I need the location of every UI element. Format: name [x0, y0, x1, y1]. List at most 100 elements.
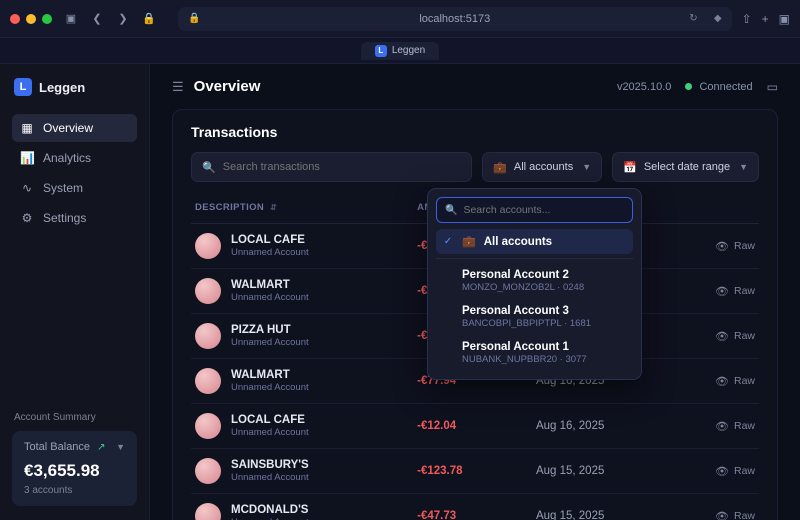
app-tab-label: Leggen [392, 45, 425, 56]
account-option-label: All accounts [484, 236, 552, 248]
close-icon[interactable] [10, 14, 20, 24]
tabs-overview-icon[interactable]: ▣ [779, 12, 790, 26]
view-raw-button[interactable]: 👁 Raw [675, 420, 755, 433]
account-option-all[interactable]: ✓ 💼 All accounts [436, 229, 633, 254]
maximize-icon[interactable] [42, 14, 52, 24]
tx-amount: -€47.73 [413, 494, 532, 520]
account-option-detail: BANCOBPI_BBPIPTPL · 1681 [462, 318, 627, 329]
sidebar-item-settings[interactable]: ⚙ Settings [12, 204, 137, 232]
eye-icon: 👁 [715, 375, 729, 388]
version-label: v2025.10.0 [617, 81, 671, 93]
pulse-icon: ∿ [20, 181, 34, 195]
minimize-icon[interactable] [26, 14, 36, 24]
view-raw-button[interactable]: 👁 Raw [675, 510, 755, 520]
page-title: Overview [194, 78, 261, 95]
view-raw-button[interactable]: 👁 Raw [675, 330, 755, 343]
account-option-1[interactable]: Personal Account 1 NUBANK_NUPBBR20 · 307… [436, 335, 633, 371]
account-option-name: Personal Account 2 [462, 269, 627, 281]
date-range-dropdown[interactable]: 📅 Select date range ▼ [612, 152, 759, 182]
refresh-icon[interactable]: ↻ [689, 13, 697, 24]
transactions-panel: Transactions 🔍 💼 All accounts ▼ 📅 Select… [172, 109, 778, 520]
col-description[interactable]: DESCRIPTION ⇵ [191, 196, 413, 224]
merchant-avatar [195, 323, 221, 349]
merchant-avatar [195, 503, 221, 520]
nav-forward-icon[interactable]: ❯ [114, 10, 132, 28]
account-option-name: Personal Account 1 [462, 341, 627, 353]
accounts-filter-dropdown[interactable]: 💼 All accounts ▼ [482, 152, 602, 182]
account-option-detail: NUBANK_NUPBBR20 · 3077 [462, 354, 627, 365]
search-transactions-wrap[interactable]: 🔍 [191, 152, 472, 182]
sidebar-collapse-icon[interactable]: ☰ [172, 79, 184, 95]
account-sub-label: Unnamed Account [231, 337, 309, 348]
add-tab-icon[interactable]: + [762, 12, 769, 26]
view-raw-button[interactable]: 👁 Raw [675, 285, 755, 298]
merchant-name: WALMART [231, 279, 309, 291]
sidebar-item-system[interactable]: ∿ System [12, 174, 137, 202]
connected-dot-icon [685, 83, 692, 90]
shield-icon[interactable]: 🔒 [140, 10, 158, 28]
account-summary-box[interactable]: Total Balance ↗ ▼ €3,655.98 3 accounts [12, 431, 137, 506]
accounts-search-wrap[interactable]: 🔍 [436, 197, 633, 223]
connection-status-label: Connected [699, 81, 752, 93]
sidebar-item-overview[interactable]: ▦ Overview [12, 114, 137, 142]
sidebar-brand-label: Leggen [39, 80, 85, 95]
account-sub-label: Unnamed Account [231, 292, 309, 303]
merchant-avatar [195, 413, 221, 439]
account-sub-label: Unnamed Account [231, 472, 309, 483]
url-text[interactable]: localhost:5173 [419, 13, 490, 25]
grid-icon: ▦ [20, 121, 34, 135]
merchant-avatar [195, 233, 221, 259]
share-icon[interactable]: ⇧ [742, 12, 752, 26]
search-icon: 🔍 [202, 161, 216, 174]
check-icon: ✓ [442, 236, 454, 247]
merchant-name: LOCAL CAFE [231, 234, 309, 246]
sort-icon: ⇵ [270, 203, 277, 212]
calendar-icon: 📅 [623, 161, 637, 174]
url-bar[interactable]: 🔒 localhost:5173 ↻ ◆ [178, 7, 732, 31]
table-row[interactable]: SAINSBURY'S Unnamed Account -€123.78 Aug… [191, 449, 759, 494]
total-balance-value: €3,655.98 [24, 461, 125, 481]
view-raw-button[interactable]: 👁 Raw [675, 375, 755, 388]
chevron-down-icon[interactable]: ▼ [116, 442, 125, 452]
toolbar-row: 🔍 💼 All accounts ▼ 📅 Select date range ▼… [191, 152, 759, 182]
merchant-avatar [195, 278, 221, 304]
tx-date: Aug 15, 2025 [532, 449, 671, 494]
merchant-name: PIZZA HUT [231, 324, 309, 336]
table-row[interactable]: LOCAL CAFE Unnamed Account -€12.04 Aug 1… [191, 404, 759, 449]
window-settings-icon[interactable]: ▭ [767, 80, 778, 94]
sidebar-item-analytics[interactable]: 📊 Analytics [12, 144, 137, 172]
view-raw-button[interactable]: 👁 Raw [675, 240, 755, 253]
accounts-popover[interactable]: 🔍 ✓ 💼 All accounts Personal Account 2 MO… [427, 188, 642, 380]
eye-icon: 👁 [715, 330, 729, 343]
merchant-name: LOCAL CAFE [231, 414, 309, 426]
sidebar: L Leggen ▦ Overview 📊 Analytics ∿ System… [0, 64, 150, 520]
sidebar-toggle-icon[interactable]: ▣ [62, 10, 80, 28]
account-option-2[interactable]: Personal Account 2 MONZO_MONZOB2L · 0248 [436, 263, 633, 299]
nav-back-icon[interactable]: ❮ [88, 10, 106, 28]
tx-date: Aug 15, 2025 [532, 494, 671, 520]
account-summary-title: Account Summary [12, 412, 137, 423]
sidebar-nav: ▦ Overview 📊 Analytics ∿ System ⚙ Settin… [12, 114, 137, 232]
search-transactions-input[interactable] [223, 161, 462, 173]
sidebar-item-label: Analytics [43, 151, 91, 165]
app-tab-leggen[interactable]: L Leggen [361, 42, 439, 60]
wallet-icon: 💼 [493, 161, 507, 174]
account-sub-label: Unnamed Account [231, 247, 309, 258]
chevron-down-icon: ▼ [739, 162, 748, 172]
page-header: ☰ Overview v2025.10.0 Connected ▭ [172, 78, 778, 95]
account-summary-row: Total Balance ↗ ▼ [24, 441, 125, 453]
account-option-3[interactable]: Personal Account 3 BANCOBPI_BBPIPTPL · 1… [436, 299, 633, 335]
main-content: ☰ Overview v2025.10.0 Connected ▭ Transa… [150, 64, 800, 520]
browser-chrome: ▣ ❮ ❯ 🔒 🔒 localhost:5173 ↻ ◆ ⇧ + ▣ [0, 0, 800, 38]
merchant-avatar [195, 458, 221, 484]
col-actions [671, 196, 759, 224]
account-option-detail: MONZO_MONZOB2L · 0248 [462, 282, 627, 293]
accounts-search-input[interactable] [463, 204, 624, 216]
browser-right-icons: ⇧ + ▣ [742, 12, 790, 26]
merchant-avatar [195, 368, 221, 394]
tx-amount: -€123.78 [413, 449, 532, 494]
connection-status: Connected [685, 81, 752, 93]
table-row[interactable]: MCDONALD'S Unnamed Account -€47.73 Aug 1… [191, 494, 759, 520]
extension-icon[interactable]: ◆ [714, 13, 722, 24]
view-raw-button[interactable]: 👁 Raw [675, 465, 755, 478]
